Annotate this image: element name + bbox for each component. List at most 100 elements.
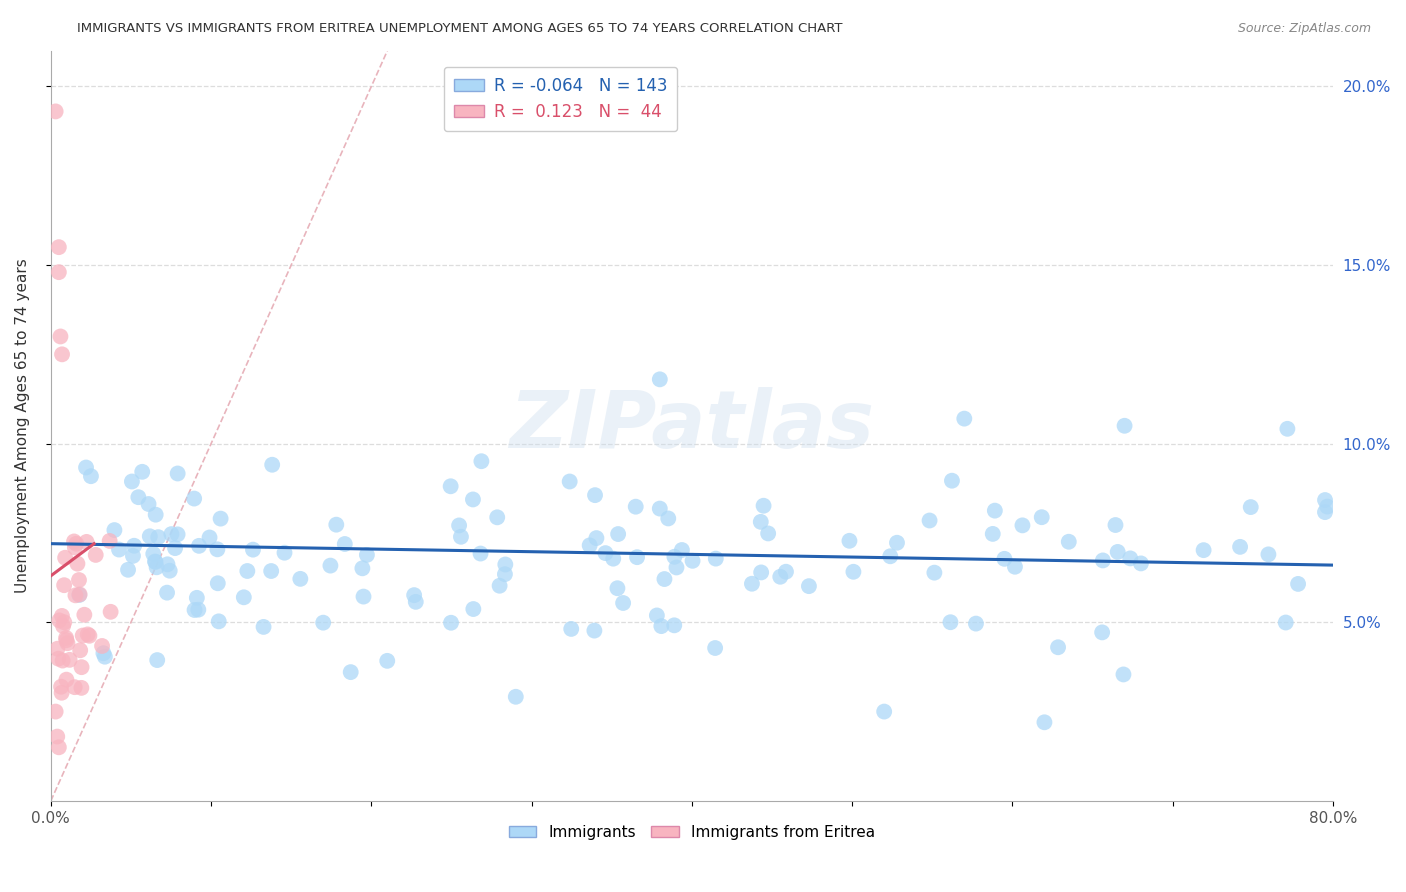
Point: [1114, 418, 1136, 433]
Point: [626, 550, 648, 565]
Point: [470, 454, 492, 468]
Point: [325, 517, 347, 532]
Point: [405, 595, 427, 609]
Point: [657, 511, 679, 525]
Point: [53, 578, 76, 592]
Point: [69, 587, 91, 601]
Point: [76, 535, 98, 549]
Point: [100, 605, 122, 619]
Point: [55, 631, 77, 645]
Point: [494, 558, 516, 572]
Point: [939, 615, 962, 630]
Point: [654, 572, 676, 586]
Point: [650, 619, 672, 633]
Point: [159, 564, 181, 578]
Point: [664, 618, 686, 632]
Point: [148, 530, 170, 544]
Point: [156, 558, 179, 572]
Point: [440, 615, 463, 630]
Point: [63, 680, 86, 694]
Point: [353, 590, 375, 604]
Point: [583, 488, 606, 502]
Point: [1229, 540, 1251, 554]
Point: [1033, 715, 1056, 730]
Point: [75, 460, 97, 475]
Point: [918, 514, 941, 528]
Text: Source: ZipAtlas.com: Source: ZipAtlas.com: [1237, 22, 1371, 36]
Point: [607, 527, 630, 541]
Point: [160, 527, 183, 541]
Point: [49, 329, 72, 343]
Point: [886, 535, 908, 549]
Point: [752, 499, 775, 513]
Point: [262, 458, 284, 472]
Point: [873, 705, 896, 719]
Point: [67, 588, 90, 602]
Point: [145, 508, 167, 522]
Point: [461, 492, 484, 507]
Point: [1107, 545, 1129, 559]
Point: [273, 546, 295, 560]
Point: [558, 475, 581, 489]
Point: [505, 690, 527, 704]
Point: [52, 619, 75, 633]
Point: [1091, 625, 1114, 640]
Point: [139, 529, 162, 543]
Point: [612, 596, 634, 610]
Point: [704, 640, 727, 655]
Point: [756, 526, 779, 541]
Point: [183, 491, 205, 506]
Point: [595, 546, 617, 560]
Point: [66, 557, 89, 571]
Point: [741, 576, 763, 591]
Point: [46, 641, 69, 656]
Point: [749, 566, 772, 580]
Point: [166, 527, 188, 541]
Point: [98, 533, 121, 548]
Point: [55, 673, 77, 687]
Point: [131, 465, 153, 479]
Point: [665, 560, 688, 574]
Point: [682, 554, 704, 568]
Point: [1274, 615, 1296, 630]
Point: [187, 602, 209, 616]
Point: [984, 503, 1007, 517]
Point: [84, 548, 107, 562]
Point: [1047, 640, 1070, 655]
Point: [70, 660, 93, 674]
Point: [70, 681, 93, 695]
Point: [209, 511, 232, 525]
Point: [560, 622, 582, 636]
Point: [45, 104, 67, 119]
Point: [449, 518, 471, 533]
Point: [93, 646, 115, 660]
Point: [993, 551, 1015, 566]
Point: [488, 579, 510, 593]
Point: [953, 411, 976, 425]
Point: [186, 591, 208, 605]
Point: [142, 547, 165, 561]
Point: [775, 565, 797, 579]
Point: [602, 551, 624, 566]
Point: [1257, 547, 1279, 561]
Point: [1031, 510, 1053, 524]
Point: [208, 615, 231, 629]
Point: [48, 740, 70, 755]
Point: [65, 537, 87, 551]
Point: [463, 602, 485, 616]
Point: [319, 558, 342, 573]
Point: [76, 627, 98, 641]
Point: [80, 469, 103, 483]
Point: [121, 475, 143, 489]
Point: [48, 265, 70, 279]
Point: [143, 554, 166, 568]
Point: [450, 530, 472, 544]
Point: [122, 549, 145, 563]
Point: [260, 564, 283, 578]
Point: [236, 564, 259, 578]
Point: [440, 479, 463, 493]
Point: [103, 523, 125, 537]
Point: [769, 570, 792, 584]
Point: [232, 591, 254, 605]
Text: ZIPatlas: ZIPatlas: [509, 387, 875, 465]
